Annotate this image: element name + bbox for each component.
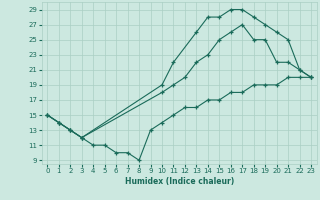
X-axis label: Humidex (Indice chaleur): Humidex (Indice chaleur) bbox=[124, 177, 234, 186]
